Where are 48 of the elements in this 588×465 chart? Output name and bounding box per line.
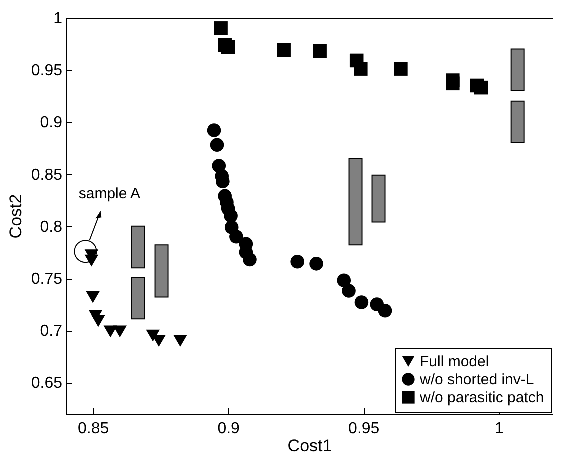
bar — [131, 226, 146, 269]
bar — [510, 48, 525, 92]
point — [214, 22, 228, 36]
point — [277, 43, 291, 58]
point — [230, 230, 244, 244]
legend-label: w/o shorted inv-L — [419, 372, 534, 388]
point — [394, 62, 408, 76]
point — [342, 284, 356, 298]
point — [337, 274, 352, 288]
point — [224, 209, 238, 223]
bar — [372, 174, 386, 223]
point — [474, 80, 488, 95]
y-tick-label: 1 — [54, 10, 63, 28]
bar — [154, 244, 169, 298]
y-tick-label: 0.9 — [40, 114, 63, 132]
point — [174, 335, 188, 348]
annotation: sample A — [78, 186, 141, 203]
point — [354, 296, 369, 310]
bar — [131, 276, 146, 320]
y-axis-title: Cost2 — [6, 194, 26, 239]
point — [354, 62, 368, 76]
point — [310, 257, 324, 271]
y-tick-label: 0.65 — [31, 375, 63, 392]
bar — [510, 100, 525, 144]
point — [221, 40, 236, 54]
point — [207, 124, 222, 138]
point — [86, 291, 100, 304]
x-tick-label: 0.9 — [218, 420, 240, 438]
point — [290, 254, 304, 269]
bar — [348, 158, 363, 246]
x-tick-label: 1 — [494, 420, 504, 438]
x-tick-label: 0.85 — [78, 420, 110, 438]
legend-label: Full model — [420, 354, 490, 370]
legend-label: w/o parasitic patch — [419, 390, 544, 406]
y-tick-label: 0.75 — [31, 271, 63, 288]
y-tick-label: 0.8 — [40, 218, 63, 236]
point — [113, 326, 128, 338]
x-axis-title: Cost1 — [288, 436, 332, 456]
y-tick-label: 0.95 — [31, 62, 63, 80]
point — [378, 304, 392, 318]
y-tick-label: 0.85 — [31, 166, 63, 184]
point — [92, 315, 106, 328]
x-tick-label: 0.95 — [348, 420, 380, 438]
point — [446, 76, 460, 91]
point — [243, 252, 257, 267]
y-tick-label: 0.7 — [40, 323, 63, 340]
point — [210, 138, 224, 152]
point — [313, 44, 327, 58]
